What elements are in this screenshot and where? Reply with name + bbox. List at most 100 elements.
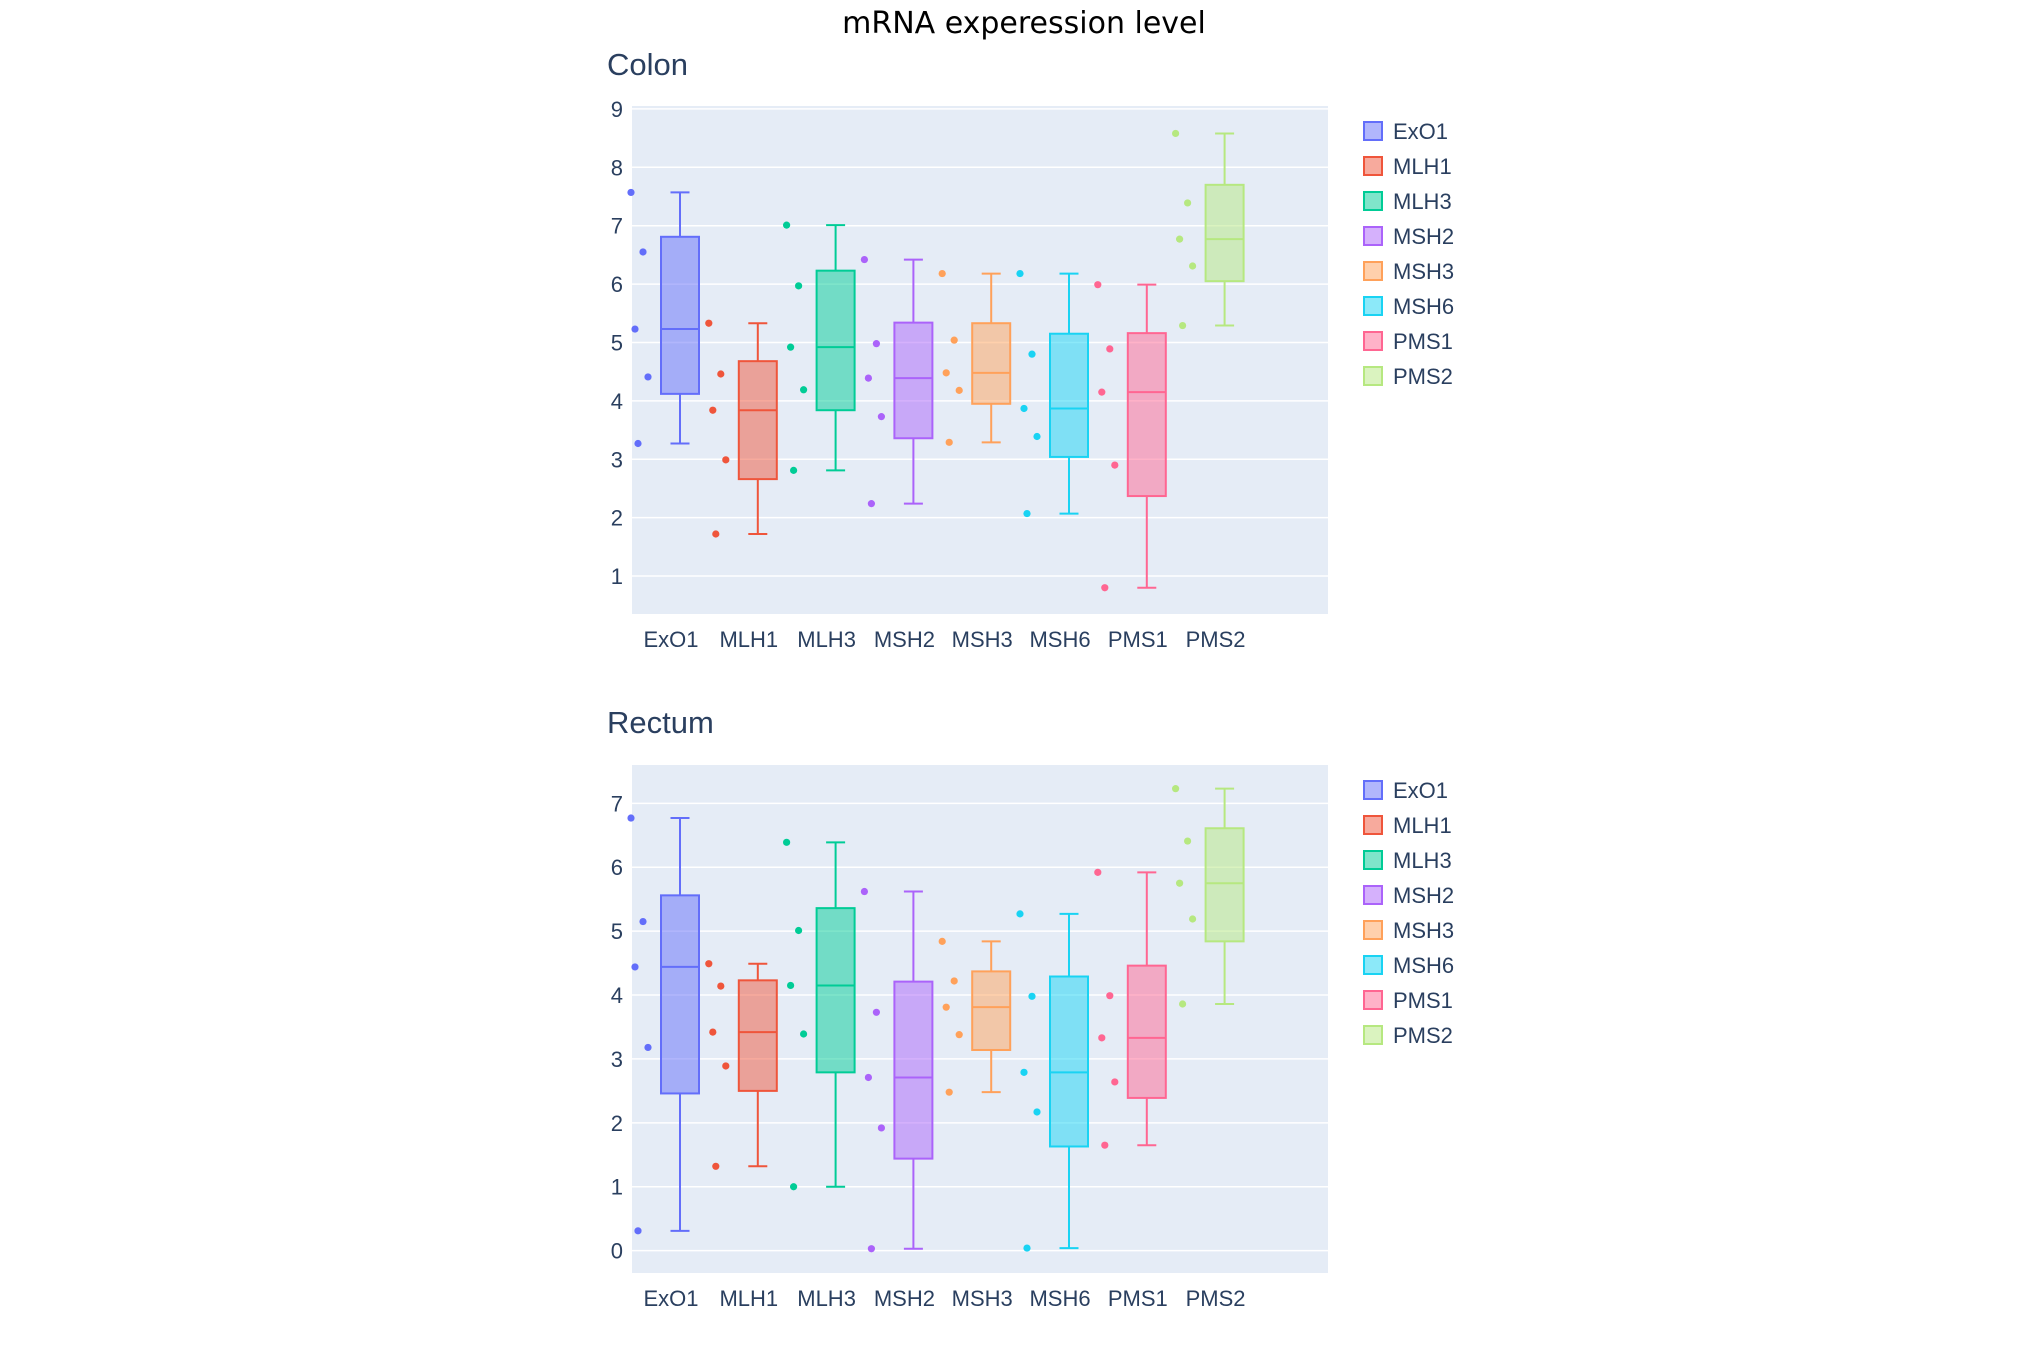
x-tick-label-mlh1: MLH1 [719, 627, 778, 652]
box-trace-mlh3-rectum [783, 838, 856, 1191]
box-exo1 [660, 894, 700, 1095]
legend-label-pms2: PMS2 [1393, 364, 1453, 389]
data-point-pms2 [1172, 129, 1180, 138]
legend-label-msh2: MSH2 [1393, 883, 1454, 908]
box-mlh1 [737, 979, 778, 1092]
boxes-rectum [627, 785, 1245, 1253]
legend-label-msh6: MSH6 [1393, 294, 1454, 319]
data-point-pms2 [1184, 837, 1192, 845]
data-point-msh2 [864, 374, 873, 382]
legend-item-exo1[interactable]: ExO1 [1363, 778, 1448, 803]
legend-item-msh3[interactable]: MSH3 [1363, 259, 1454, 284]
legend-swatch-mlh3 [1363, 191, 1383, 211]
chart-title-colon: Colon [607, 47, 688, 82]
box-msh3 [971, 322, 1012, 405]
legend-item-pms2[interactable]: PMS2 [1363, 1023, 1453, 1048]
data-point-msh6 [1016, 910, 1024, 918]
data-point-mlh1 [705, 319, 713, 327]
data-point-exo1 [627, 814, 635, 822]
box-mlh3 [815, 269, 856, 412]
data-point-pms2 [1179, 321, 1187, 330]
x-tick-label-exo1: ExO1 [643, 1286, 698, 1311]
data-point-mlh3 [795, 282, 803, 290]
data-point-mlh1 [705, 960, 713, 968]
legend-item-mlh3[interactable]: MLH3 [1363, 848, 1452, 873]
data-point-mlh3 [787, 981, 795, 990]
legend-item-msh6[interactable]: MSH6 [1363, 294, 1454, 319]
box-msh2 [893, 321, 934, 440]
y-tick-label-2: 2 [611, 1111, 623, 1136]
data-point-pms1 [1106, 992, 1114, 1000]
box-trace-mlh1-rectum [705, 960, 778, 1170]
box-trace-pms2-rectum [1172, 785, 1245, 1008]
data-point-exo1 [639, 917, 647, 926]
data-point-mlh3 [783, 838, 791, 846]
data-point-msh2 [860, 255, 869, 264]
legend-label-pms1: PMS1 [1393, 329, 1453, 354]
data-point-pms1 [1111, 461, 1119, 469]
legend-item-msh3[interactable]: MSH3 [1363, 918, 1454, 943]
legend-item-pms1[interactable]: PMS1 [1363, 329, 1453, 354]
data-point-mlh3 [795, 926, 803, 935]
data-point-pms2 [1176, 879, 1184, 887]
data-point-mlh1 [709, 406, 717, 414]
box-trace-msh2-colon [860, 255, 934, 508]
legend-swatch-pms2 [1363, 366, 1383, 386]
data-point-msh3 [950, 336, 958, 344]
legend-item-msh2[interactable]: MSH2 [1363, 883, 1454, 908]
y-tick-label-9: 9 [611, 97, 623, 122]
legend-item-mlh1[interactable]: MLH1 [1363, 154, 1452, 179]
data-point-msh6 [1033, 1108, 1041, 1116]
legend-item-msh2[interactable]: MSH2 [1363, 224, 1454, 249]
box-trace-mlh1-colon [705, 319, 778, 538]
data-point-pms1 [1098, 1034, 1106, 1042]
data-point-msh2 [872, 340, 881, 348]
data-point-msh6 [1023, 1244, 1031, 1252]
data-point-mlh1 [709, 1028, 717, 1036]
x-axis-colon: ExO1 MLH1 MLH3 MSH2 MSH3 MSH6 PMS1 PMS2 [643, 627, 1245, 652]
legend-item-exo1[interactable]: ExO1 [1363, 119, 1448, 144]
data-point-msh2 [872, 1008, 881, 1016]
data-point-exo1 [644, 373, 652, 381]
y-tick-label-4: 4 [611, 983, 623, 1008]
legend-swatch-pms2 [1363, 1025, 1383, 1045]
legend-label-msh3: MSH3 [1393, 918, 1454, 943]
data-point-exo1 [634, 439, 642, 448]
data-point-pms1 [1094, 281, 1102, 289]
legend-item-pms2[interactable]: PMS2 [1363, 364, 1453, 389]
chart-title-rectum: Rectum [607, 705, 714, 740]
legend-swatch-pms1 [1363, 990, 1383, 1010]
data-point-pms2 [1184, 199, 1192, 207]
data-point-mlh3 [783, 221, 791, 229]
legend-item-msh6[interactable]: MSH6 [1363, 953, 1454, 978]
data-point-mlh3 [800, 386, 808, 394]
legend-item-mlh3[interactable]: MLH3 [1363, 189, 1452, 214]
legend-swatch-msh6 [1363, 296, 1383, 316]
data-point-msh3 [938, 937, 946, 945]
box-trace-msh3-rectum [938, 937, 1012, 1096]
y-tick-label-7: 7 [611, 791, 623, 816]
box-trace-mlh3-colon [783, 221, 856, 474]
legend-swatch-msh3 [1363, 261, 1383, 281]
data-point-msh3 [938, 269, 946, 278]
legend-item-pms1[interactable]: PMS1 [1363, 988, 1453, 1013]
legend-colon[interactable]: ExO1 MLH1 MLH3 MSH2 MSH3 MSH6 PMS1 PMS2 [1363, 119, 1454, 389]
data-point-msh2 [877, 1124, 886, 1132]
legend-swatch-msh2 [1363, 226, 1383, 246]
data-point-msh3 [945, 438, 953, 446]
data-point-pms1 [1098, 388, 1106, 396]
colon-chart-panel: Colon 1 2 3 4 5 6 7 8 9 ExO1 MLH1 MLH3 MSH2 MSH3 MSH6… [607, 47, 1454, 652]
legend-rectum[interactable]: ExO1 MLH1 MLH3 MSH2 MSH3 MSH6 PMS1 PMS2 [1363, 778, 1454, 1048]
legend-label-exo1: ExO1 [1393, 119, 1448, 144]
data-point-msh3 [955, 1031, 963, 1039]
y-tick-label-2: 2 [611, 506, 623, 531]
y-tick-label-1: 1 [611, 564, 623, 589]
legend-item-mlh1[interactable]: MLH1 [1363, 813, 1452, 838]
legend-swatch-mlh1 [1363, 156, 1383, 176]
x-tick-label-msh6: MSH6 [1029, 627, 1090, 652]
legend-swatch-mlh3 [1363, 850, 1383, 870]
data-point-msh2 [860, 887, 869, 896]
x-tick-label-mlh1: MLH1 [719, 1286, 778, 1311]
data-point-msh6 [1023, 509, 1031, 518]
legend-label-mlh1: MLH1 [1393, 813, 1452, 838]
